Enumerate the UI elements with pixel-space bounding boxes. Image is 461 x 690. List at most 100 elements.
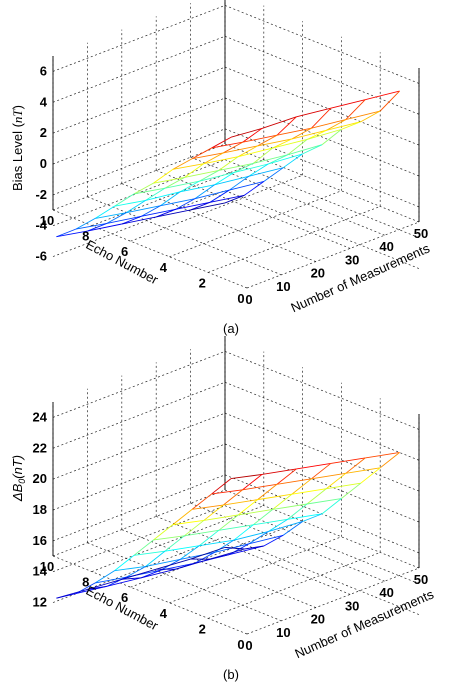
surface-segment: [237, 145, 258, 158]
surface-segment: [141, 568, 176, 579]
surface-segment: [156, 208, 176, 218]
y-tick-label: 10: [40, 559, 54, 574]
surface-segment: [257, 493, 293, 501]
surface-segment: [242, 474, 263, 491]
grid-b: [52, 336, 420, 635]
wall-gridline: [224, 5, 420, 84]
z-axis-label-a-main: Bias Level (: [10, 122, 25, 191]
z-tick-label: 0: [40, 156, 47, 171]
surface-segment: [276, 468, 297, 485]
surface-segment: [172, 163, 204, 170]
floor-gridline: [52, 209, 248, 289]
y-tick-label: 4: [160, 606, 168, 621]
z-axis-label-b-sub: 0: [17, 479, 27, 484]
surface-segment: [257, 134, 278, 147]
wall-gridline: [224, 351, 420, 430]
y-tick-label: 2: [199, 621, 206, 636]
surface-segment: [345, 110, 381, 121]
surface-segment: [252, 509, 273, 526]
surface-segment: [133, 550, 166, 556]
surface-segment: [296, 463, 331, 470]
surface-segment: [311, 119, 346, 129]
surface-segment: [203, 152, 224, 165]
floor-gridline: [156, 516, 351, 595]
surface-segment: [214, 539, 235, 553]
floor-gridline: [52, 555, 248, 635]
surface-segment: [175, 558, 211, 570]
surface-segment: [190, 546, 226, 560]
surface-segment: [75, 218, 96, 230]
surface-segment: [261, 116, 297, 129]
surface-segment: [125, 566, 146, 578]
z-tick-label: 14: [33, 564, 48, 579]
surface-segment: [341, 482, 362, 499]
z-tick-label: 6: [40, 63, 47, 78]
surface-segment: [360, 467, 381, 484]
floor-gridline: [87, 542, 282, 622]
surface-segment: [233, 531, 269, 541]
wall-gridline: [52, 97, 226, 165]
surface-segment: [106, 215, 142, 224]
surface-segment: [306, 498, 342, 505]
surface-segment: [106, 212, 127, 224]
x-tick-label: 40: [379, 239, 393, 254]
surface-segment: [175, 198, 196, 210]
surface-segment: [184, 529, 219, 537]
x-tick-label: 10: [276, 625, 290, 640]
wall-gridline: [52, 159, 226, 227]
surface-segment: [252, 147, 273, 164]
surface-segment: [257, 138, 293, 147]
surface-segment: [222, 141, 243, 154]
y-tick-label: 0: [237, 291, 244, 306]
wall-gridline: [52, 351, 226, 418]
surface-segment: [222, 489, 243, 506]
surface-segment: [133, 187, 166, 195]
y-tick-label: 10: [40, 213, 54, 228]
surface-segment: [229, 175, 250, 191]
surface-segment: [184, 520, 205, 537]
surface-segment: [321, 498, 342, 515]
surface-segment: [268, 154, 288, 165]
z-tick-label: 24: [33, 409, 48, 424]
surface-segment: [263, 534, 284, 547]
surface-segment: [330, 99, 366, 109]
surface-segment: [311, 107, 332, 129]
ticks-a: 0 10 20 30 40 50 0 2 4 6 8 10 -6 -4 -2 0 2 4 6: [35, 63, 428, 307]
surface-segment: [248, 167, 284, 177]
surface-segment: [248, 163, 269, 177]
surface-segment: [379, 452, 400, 469]
floor-gridline: [224, 143, 420, 223]
surface-segment: [211, 136, 232, 149]
surface-segment: [203, 504, 224, 521]
surface-segment: [276, 116, 297, 136]
z-tick-label: 12: [33, 595, 47, 610]
floor-gridline: [208, 552, 381, 619]
x-tick-label: 0: [245, 292, 252, 307]
surface-segment: [272, 493, 293, 510]
z-axis-label-b: ΔB0(nT): [10, 455, 27, 502]
surface-segment: [141, 208, 176, 217]
surface-segment: [172, 520, 204, 526]
wall-gridline: [52, 190, 226, 257]
surface-segment: [121, 216, 157, 225]
surface-segment: [184, 163, 205, 178]
surface-segment: [306, 129, 327, 140]
surface-segment: [114, 566, 146, 572]
surface-segment: [199, 539, 234, 547]
z-tick-label: 18: [33, 502, 47, 517]
surface-segment: [218, 156, 239, 171]
surface-segment: [238, 147, 273, 158]
surface-segment: [214, 175, 249, 186]
surface-segment: [326, 482, 361, 490]
surface-segment: [211, 141, 243, 149]
x-tick-label: 0: [245, 638, 252, 653]
x-tick-label: 30: [345, 598, 359, 613]
surface-segment: [114, 199, 146, 207]
floor-gridline: [91, 159, 264, 226]
surface-segment: [257, 483, 278, 500]
z-tick-label: 22: [33, 440, 47, 455]
surface-segment: [194, 184, 215, 199]
surface-segment: [94, 205, 115, 219]
surface-segment: [379, 90, 400, 112]
